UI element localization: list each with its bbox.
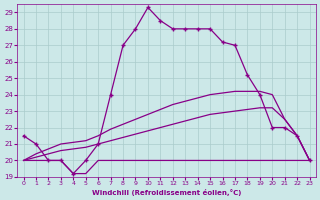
X-axis label: Windchill (Refroidissement éolien,°C): Windchill (Refroidissement éolien,°C) — [92, 189, 241, 196]
